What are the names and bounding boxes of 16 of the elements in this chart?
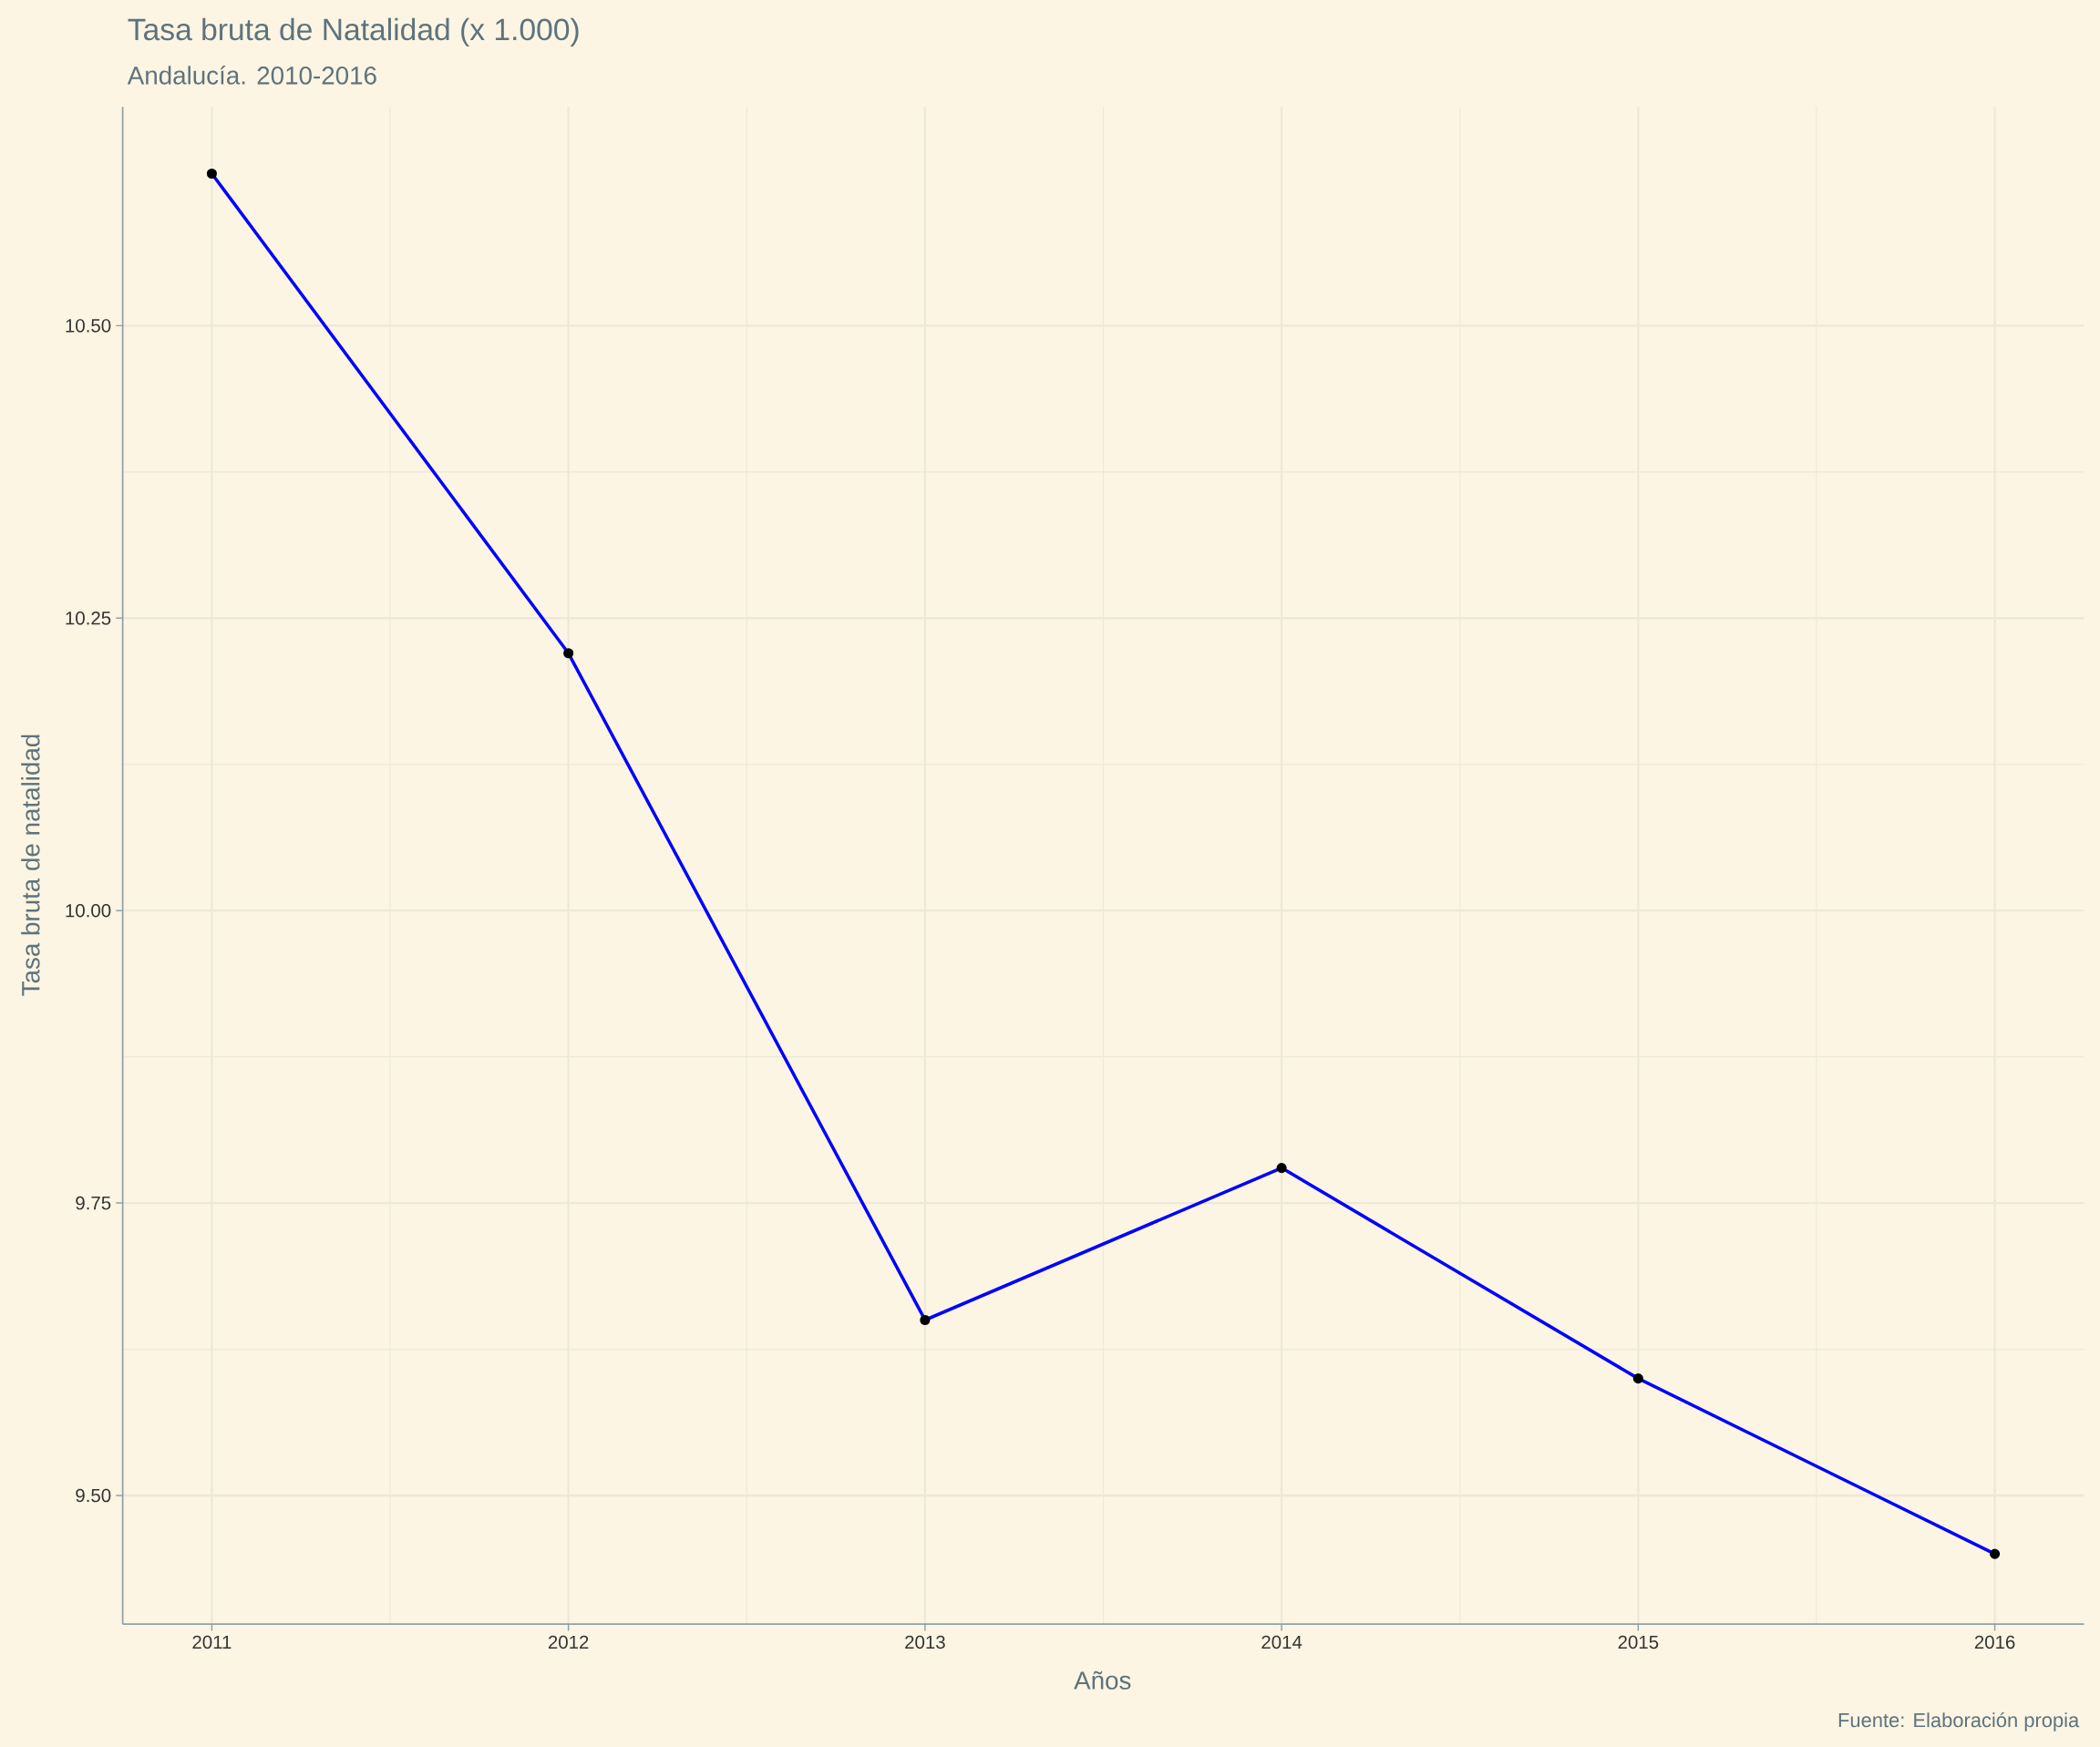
y-axis-title: Tasa bruta de natalidad: [21, 735, 40, 996]
y-tick-label: 10.25: [66, 611, 111, 625]
x-axis-title: Años: [1074, 1670, 1131, 1690]
y-tick-label: 10.00: [66, 903, 111, 918]
x-tick-label: 2012: [548, 1635, 589, 1649]
x-tick-label: 2013: [905, 1635, 945, 1649]
chart-title: Tasa bruta de Natalidad (x 1.000): [128, 17, 579, 46]
chart-subtitle: Andalucía. 2010-2016: [127, 65, 376, 85]
y-tick-label: 10.50: [66, 319, 111, 333]
x-tick-label: 2015: [1618, 1635, 1659, 1649]
source-note: Fuente: Elaboración propia: [1838, 1711, 2080, 1732]
y-tick-label: 9.50: [76, 1488, 111, 1503]
x-tick-label: 2016: [1974, 1635, 2015, 1649]
x-tick-label: 2011: [192, 1635, 232, 1649]
x-tick-label: 2014: [1261, 1635, 1302, 1649]
y-tick-label: 9.75: [76, 1196, 111, 1210]
